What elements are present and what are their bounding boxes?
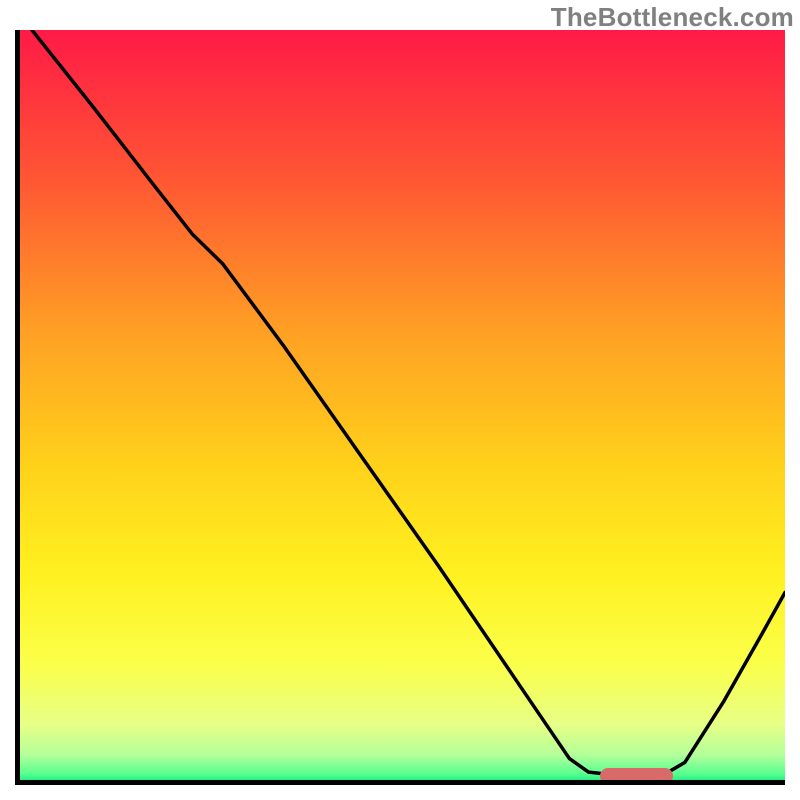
gradient-background [15, 30, 785, 785]
x-axis [15, 780, 785, 785]
watermark-text: TheBottleneck.com [551, 2, 794, 33]
chart-container: TheBottleneck.com [0, 0, 800, 800]
y-axis [15, 30, 20, 785]
chart-plot [15, 30, 785, 785]
